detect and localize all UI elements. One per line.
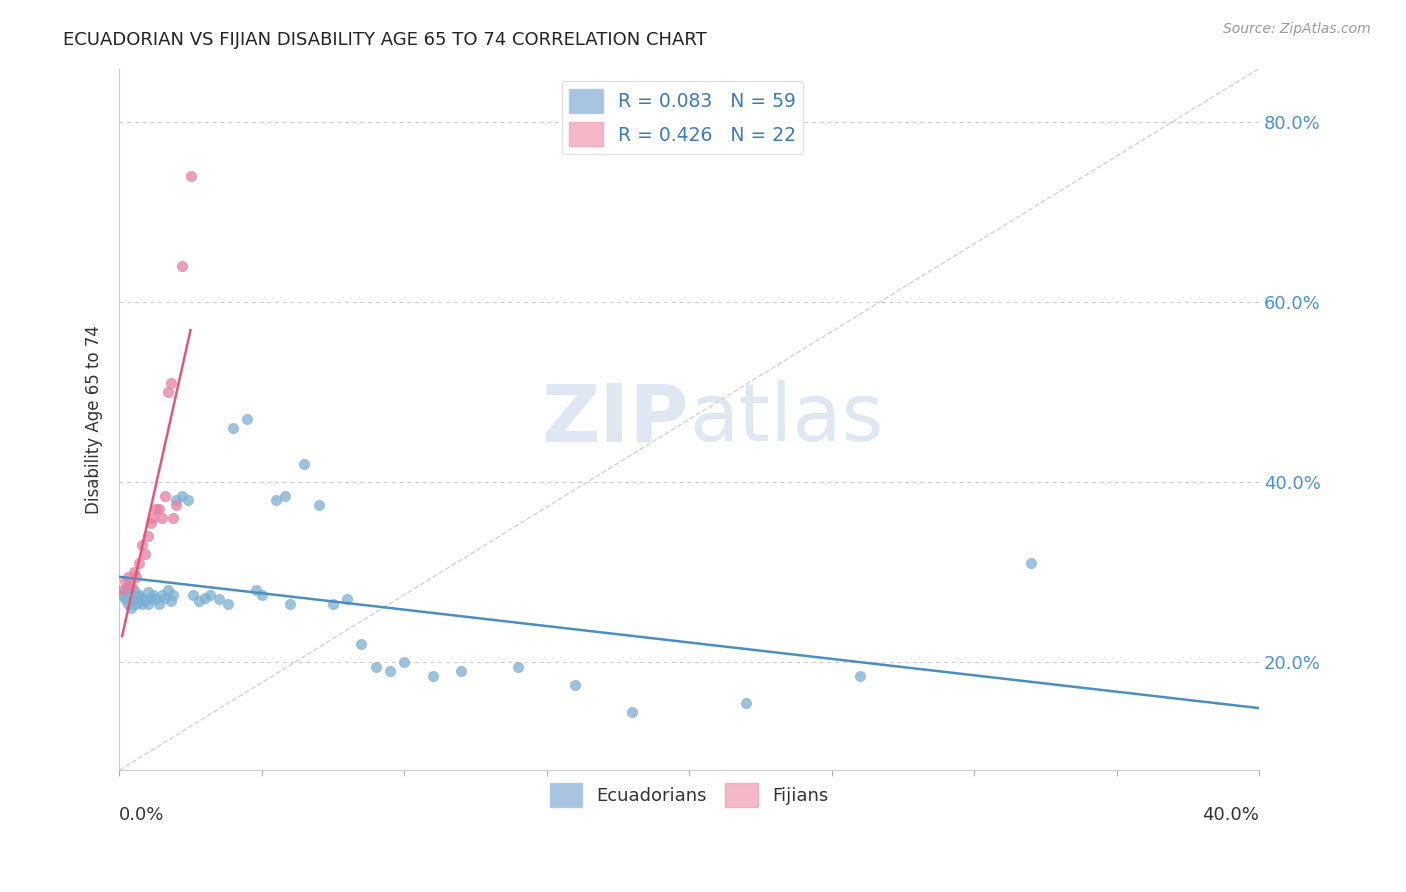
Point (170, 260, 193, 274)
Point (117, 570, 139, 584)
Text: ZIP: ZIP (541, 380, 689, 458)
Point (156, 583, 179, 598)
Point (159, 594, 181, 608)
Point (450, 665, 472, 679)
Point (564, 678, 586, 692)
Point (392, 655, 415, 669)
Point (294, 458, 316, 472)
Point (117, 579, 139, 593)
Point (250, 588, 273, 602)
Point (278, 597, 301, 611)
Point (131, 591, 153, 605)
Point (621, 705, 644, 719)
Point (179, 169, 201, 184)
Text: 0.0%: 0.0% (120, 806, 165, 824)
Point (120, 588, 142, 602)
Point (308, 498, 330, 512)
Text: ECUADORIAN VS FIJIAN DISABILITY AGE 65 TO 74 CORRELATION CHART: ECUADORIAN VS FIJIAN DISABILITY AGE 65 T… (63, 31, 707, 49)
Point (508, 660, 530, 674)
Point (142, 511, 165, 525)
Point (139, 591, 162, 605)
Point (128, 557, 150, 571)
Point (350, 637, 373, 651)
Point (176, 493, 198, 508)
Point (165, 493, 187, 508)
Point (188, 594, 211, 608)
Point (114, 574, 136, 589)
Point (148, 502, 170, 516)
Point (165, 498, 187, 512)
Point (273, 489, 295, 503)
Point (153, 591, 176, 605)
Point (378, 665, 401, 679)
Point (236, 412, 259, 426)
Point (145, 592, 167, 607)
Point (364, 660, 387, 674)
Point (125, 597, 148, 611)
Point (131, 597, 153, 611)
Text: Source: ZipAtlas.com: Source: ZipAtlas.com (1223, 22, 1371, 37)
Point (120, 579, 142, 593)
Point (134, 547, 156, 561)
Point (122, 566, 145, 580)
Point (336, 592, 359, 607)
Point (122, 592, 145, 607)
Point (136, 597, 159, 611)
Point (150, 588, 173, 602)
Point (194, 591, 217, 605)
Text: 40.0%: 40.0% (1202, 806, 1258, 824)
Point (264, 493, 287, 508)
Point (136, 529, 159, 543)
Point (183, 588, 205, 602)
Point (117, 597, 139, 611)
Point (150, 511, 173, 525)
Legend: Ecuadorians, Fijians: Ecuadorians, Fijians (543, 776, 835, 814)
Point (145, 502, 167, 516)
Point (131, 538, 153, 552)
Point (322, 597, 344, 611)
Point (153, 489, 176, 503)
Point (142, 588, 165, 602)
Point (111, 588, 134, 602)
Point (849, 669, 872, 683)
Point (128, 592, 150, 607)
Point (120, 601, 142, 615)
Point (156, 385, 179, 400)
Point (111, 583, 134, 598)
Point (170, 489, 193, 503)
Point (162, 588, 184, 602)
Point (114, 583, 136, 598)
Point (134, 594, 156, 608)
Point (162, 511, 184, 525)
Point (114, 592, 136, 607)
Point (422, 669, 444, 683)
Point (1019, 557, 1042, 571)
Text: atlas: atlas (689, 380, 883, 458)
Y-axis label: Disability Age 65 to 74: Disability Age 65 to 74 (86, 325, 103, 514)
Point (122, 583, 145, 598)
Point (128, 588, 150, 602)
Point (200, 588, 222, 602)
Point (139, 516, 162, 530)
Point (222, 421, 245, 435)
Point (136, 585, 159, 599)
Point (148, 597, 170, 611)
Point (245, 583, 267, 598)
Point (735, 696, 758, 710)
Point (125, 570, 148, 584)
Point (217, 597, 239, 611)
Point (159, 376, 181, 391)
Point (125, 588, 148, 602)
Point (208, 592, 231, 607)
